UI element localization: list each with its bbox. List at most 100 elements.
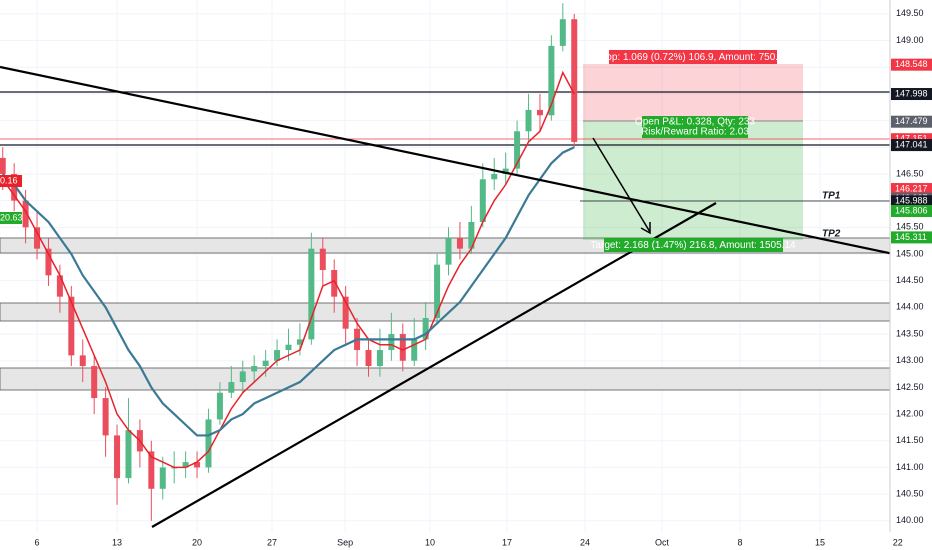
arrow <box>592 137 651 233</box>
target-label-bg <box>604 238 783 252</box>
moving-average <box>2 70 575 469</box>
target-label: Target: 2.168 (1.47%) 216.8, Amount: 150… <box>590 240 796 251</box>
candle-body <box>274 350 281 361</box>
candle-body <box>205 419 212 468</box>
stop-label-bg <box>609 50 777 64</box>
candle-body <box>536 109 543 116</box>
candle-body <box>422 318 429 340</box>
price-label-bg <box>891 115 932 128</box>
target-zone <box>583 121 803 240</box>
x-tick-label: 6 <box>35 537 40 547</box>
candle-body <box>56 275 63 297</box>
candle-body <box>548 45 555 116</box>
y-tick-label: 143.50 <box>896 328 924 338</box>
stop-label: Stop: 1.069 (0.72%) 106.9, Amount: 750.9… <box>597 52 790 63</box>
price-label: 147.041 <box>895 139 928 149</box>
trendline <box>0 65 890 255</box>
x-tick-label: 22 <box>893 537 903 547</box>
candle-body <box>308 248 315 340</box>
price <box>0 3 578 521</box>
candle-body <box>68 296 75 356</box>
candle-body <box>456 237 463 249</box>
y-tick-label: 143.00 <box>896 355 924 365</box>
price-label: 148.548 <box>895 59 928 69</box>
candle-body <box>319 248 326 271</box>
price-label: 147.151 <box>895 134 928 144</box>
candle-body <box>502 168 509 174</box>
y-tick-label: 145.00 <box>896 248 924 258</box>
y-tick-label: 142.00 <box>896 408 924 418</box>
y-tick-label: 145.50 <box>896 222 924 232</box>
candle-body <box>571 19 578 142</box>
candle-body <box>376 350 383 367</box>
price-label: 145.311 <box>895 232 927 242</box>
y-tick-label: 140.50 <box>896 488 924 498</box>
y-tick-label: 141.00 <box>896 462 924 472</box>
rr-label: Risk/Reward Ratio: 2.03 <box>641 127 749 138</box>
y-tick-label: 142.50 <box>896 382 924 392</box>
candle-body <box>411 339 418 361</box>
candle-body <box>0 157 6 174</box>
y-tick-label: 146.50 <box>896 168 924 178</box>
x-tick-label: 24 <box>580 537 590 547</box>
y-tick-label: 144.00 <box>896 302 924 312</box>
x-tick-label: 27 <box>267 537 277 547</box>
candle-body <box>228 382 235 393</box>
tp2-label: TP2 <box>822 229 841 240</box>
moving-average <box>1 146 575 437</box>
candle-body <box>468 221 475 249</box>
candle-body <box>399 334 406 361</box>
candle-body <box>365 350 372 367</box>
price-label-bg <box>891 88 932 101</box>
candle-body <box>159 467 166 489</box>
x-tick-label: 15 <box>815 537 825 547</box>
x-tick-label: Oct <box>655 537 670 547</box>
price-label-bg <box>891 204 932 217</box>
candle-body <box>514 131 521 169</box>
tp1-label: TP1 <box>822 191 841 202</box>
y-tick-label: 149.50 <box>896 8 924 18</box>
candle-body <box>148 451 155 489</box>
price-label: 147.479 <box>895 116 928 126</box>
x-tick-label: 20 <box>192 537 202 547</box>
x-tick-label: 17 <box>502 537 512 547</box>
left-label: 0.16 <box>0 175 18 185</box>
x-tick-label: Sep <box>337 537 353 547</box>
candle-body <box>479 179 486 222</box>
zone <box>0 367 890 391</box>
candle-body <box>285 344 292 351</box>
candle-body <box>11 173 18 201</box>
arrow-head <box>640 222 651 235</box>
candle-body <box>114 435 121 479</box>
x-tick-label: 13 <box>112 537 122 547</box>
candle-body <box>559 19 566 46</box>
y-tick-label: 149.00 <box>896 35 924 45</box>
price-label-bg <box>891 195 932 208</box>
axes: 140.00 140.50 141.00 141.50 142.00 142.50 143.… <box>35 8 932 547</box>
x-tick-label: 10 <box>425 537 435 547</box>
price-label-bg <box>891 139 932 152</box>
price-label: 147.998 <box>895 88 928 98</box>
candle-body <box>34 227 41 249</box>
pnl-label-bg <box>642 116 748 138</box>
candle-body <box>239 371 246 383</box>
zone <box>0 302 890 322</box>
candle-body <box>331 270 338 297</box>
candle-body <box>251 366 258 372</box>
trendlines <box>0 65 890 528</box>
candle-body <box>194 462 201 468</box>
price-label-bg <box>891 58 932 71</box>
y-tick-label: 140.00 <box>896 515 924 525</box>
candle-body <box>445 237 452 265</box>
price-label: 145.806 <box>895 205 928 215</box>
x-tick-label: 8 <box>737 537 742 547</box>
y-tick-label: 144.50 <box>896 275 924 285</box>
candle-body <box>182 462 189 468</box>
price-label-bg <box>891 183 932 196</box>
candle-body <box>22 200 29 228</box>
candle-body <box>216 392 223 420</box>
candle-body <box>125 430 132 479</box>
candle-body <box>342 296 349 329</box>
candle-body <box>434 264 441 319</box>
